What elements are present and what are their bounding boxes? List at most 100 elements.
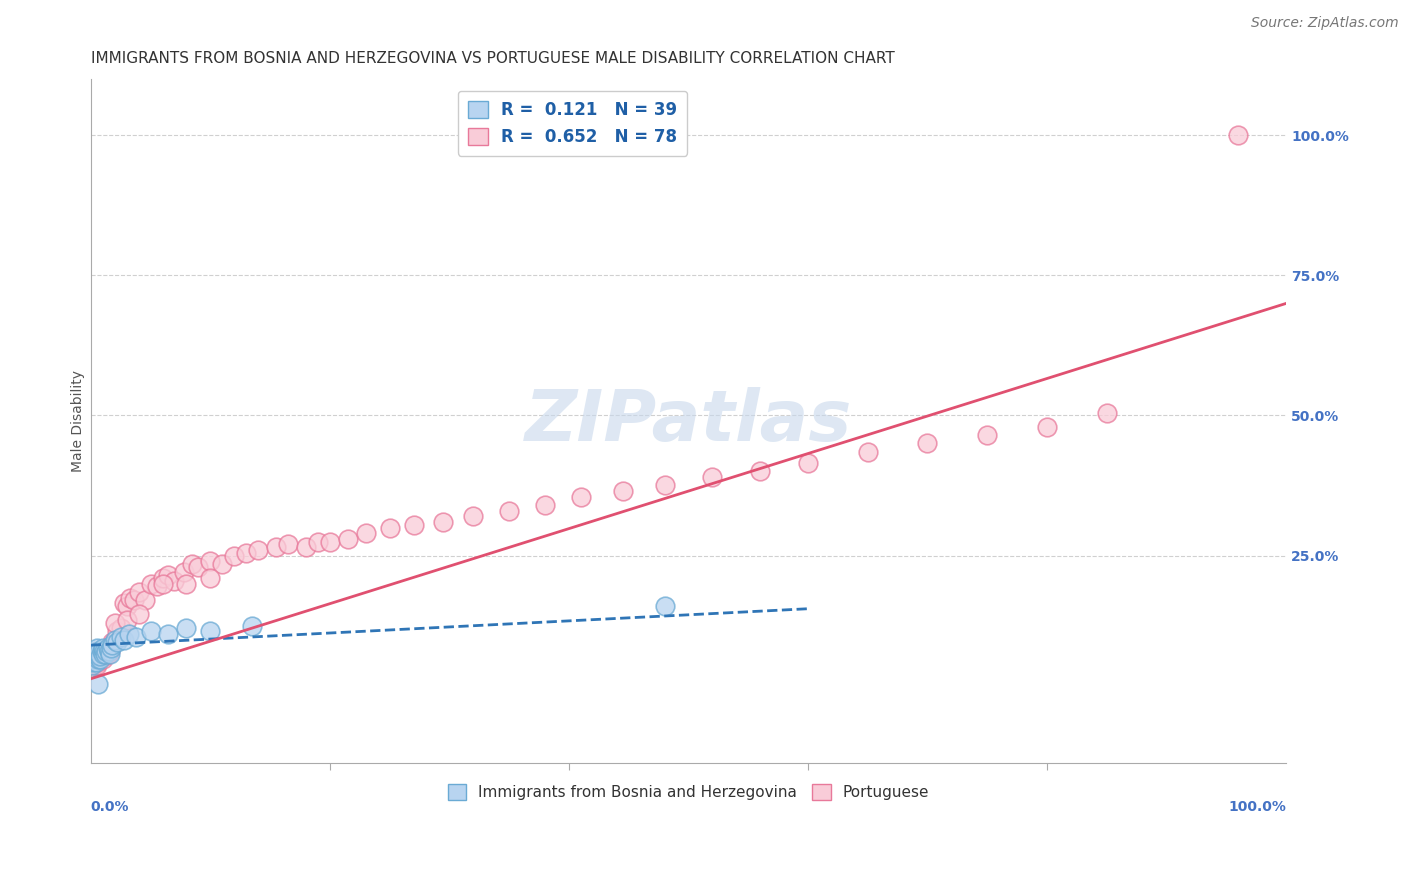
Point <box>654 478 676 492</box>
Point <box>94 647 117 661</box>
Point <box>89 647 111 661</box>
Point <box>134 593 156 607</box>
Point <box>176 576 198 591</box>
Point <box>1036 419 1059 434</box>
Point <box>98 644 121 658</box>
Point <box>139 576 162 591</box>
Point <box>1227 128 1250 143</box>
Point <box>112 632 135 647</box>
Point <box>89 649 111 664</box>
Point <box>86 649 108 664</box>
Point <box>125 630 148 644</box>
Point <box>83 649 105 664</box>
Point <box>295 540 318 554</box>
Point <box>152 576 174 591</box>
Point <box>82 657 104 672</box>
Point <box>87 652 110 666</box>
Point <box>104 632 127 647</box>
Point <box>97 644 120 658</box>
Text: 0.0%: 0.0% <box>91 800 129 814</box>
Point <box>181 557 204 571</box>
Point <box>96 647 118 661</box>
Text: IMMIGRANTS FROM BOSNIA AND HERZEGOVINA VS PORTUGUESE MALE DISABILITY CORRELATION: IMMIGRANTS FROM BOSNIA AND HERZEGOVINA V… <box>91 51 894 66</box>
Point <box>702 470 724 484</box>
Point <box>91 647 114 661</box>
Point <box>100 638 122 652</box>
Point <box>200 554 222 568</box>
Y-axis label: Male Disability: Male Disability <box>72 370 86 472</box>
Point <box>128 607 150 622</box>
Point <box>1095 406 1118 420</box>
Text: Source: ZipAtlas.com: Source: ZipAtlas.com <box>1251 16 1399 30</box>
Point <box>110 630 132 644</box>
Point <box>612 484 634 499</box>
Point <box>82 655 104 669</box>
Point <box>83 647 105 661</box>
Point <box>91 640 114 655</box>
Point <box>105 624 128 639</box>
Point <box>120 591 142 605</box>
Point <box>173 566 195 580</box>
Point <box>87 655 110 669</box>
Point <box>86 657 108 672</box>
Point <box>105 635 128 649</box>
Point <box>749 465 772 479</box>
Point <box>145 579 167 593</box>
Point <box>89 644 111 658</box>
Point <box>83 652 105 666</box>
Point <box>89 647 111 661</box>
Point <box>432 515 454 529</box>
Point <box>101 635 124 649</box>
Point <box>87 677 110 691</box>
Point <box>402 517 425 532</box>
Point <box>115 613 138 627</box>
Point <box>86 640 108 655</box>
Point <box>569 490 592 504</box>
Point <box>91 652 114 666</box>
Point <box>654 599 676 613</box>
Point <box>307 534 329 549</box>
Point <box>84 655 107 669</box>
Point <box>104 632 127 647</box>
Point <box>235 546 257 560</box>
Point <box>157 627 180 641</box>
Point <box>354 526 377 541</box>
Point <box>118 627 141 641</box>
Point <box>89 652 111 666</box>
Point <box>319 534 342 549</box>
Point <box>247 542 270 557</box>
Point <box>89 652 111 666</box>
Point <box>93 649 115 664</box>
Point <box>80 660 103 674</box>
Point <box>86 647 108 661</box>
Point <box>90 644 112 658</box>
Point <box>89 649 111 664</box>
Point <box>187 559 209 574</box>
Point <box>200 571 222 585</box>
Point <box>96 640 118 655</box>
Point <box>84 644 107 658</box>
Point <box>463 509 485 524</box>
Point <box>797 456 820 470</box>
Point <box>96 644 118 658</box>
Legend: Immigrants from Bosnia and Herzegovina, Portuguese: Immigrants from Bosnia and Herzegovina, … <box>441 778 935 806</box>
Point <box>100 640 122 655</box>
Point <box>98 647 121 661</box>
Point <box>97 640 120 655</box>
Point <box>200 624 222 639</box>
Point <box>80 657 103 672</box>
Point <box>139 624 162 639</box>
Point <box>277 537 299 551</box>
Point <box>378 520 401 534</box>
Point <box>112 596 135 610</box>
Point <box>163 574 186 588</box>
Point <box>87 652 110 666</box>
Text: 100.0%: 100.0% <box>1229 800 1286 814</box>
Point <box>122 593 145 607</box>
Point <box>90 649 112 664</box>
Point <box>534 498 557 512</box>
Point <box>96 644 118 658</box>
Point <box>82 655 104 669</box>
Point <box>83 649 105 664</box>
Point <box>101 638 124 652</box>
